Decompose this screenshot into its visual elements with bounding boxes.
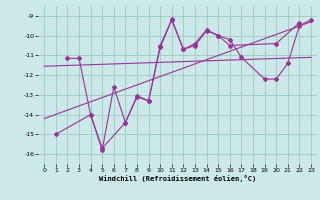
X-axis label: Windchill (Refroidissement éolien,°C): Windchill (Refroidissement éolien,°C) bbox=[99, 175, 256, 182]
